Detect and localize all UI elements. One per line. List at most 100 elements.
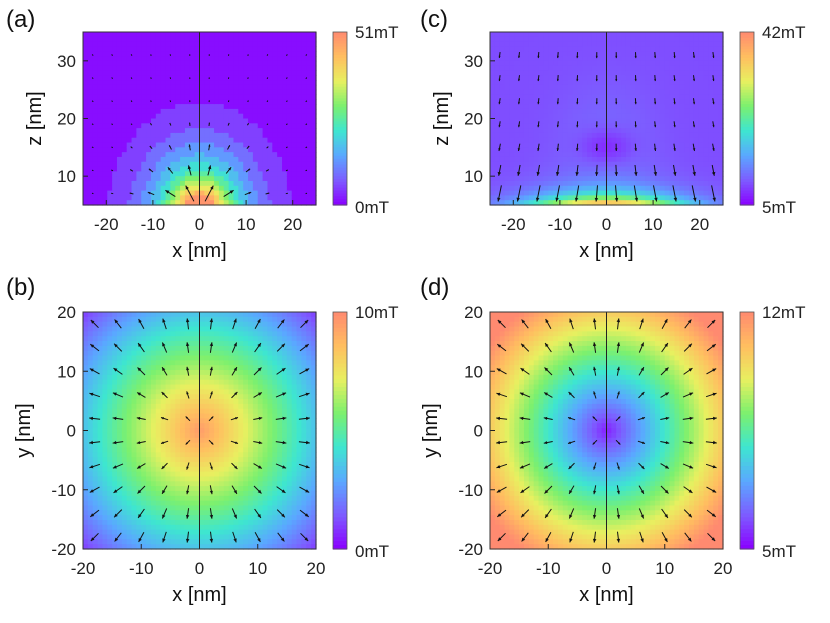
heat-cell xyxy=(621,113,627,120)
heat-cell xyxy=(490,56,496,62)
heat-cell xyxy=(131,56,137,62)
heat-cell xyxy=(131,65,137,72)
heat-cell xyxy=(194,104,201,110)
heat-cell xyxy=(218,185,225,192)
heat-cell xyxy=(243,123,249,129)
heat-cell xyxy=(514,166,520,172)
heat-cell xyxy=(165,539,171,545)
heat-cell xyxy=(83,132,89,139)
heat-cell xyxy=(92,132,99,139)
arrow-head xyxy=(170,77,171,78)
heat-cell xyxy=(562,89,569,96)
heat-cell xyxy=(257,113,264,120)
heat-cell xyxy=(83,185,89,192)
heat-cell xyxy=(640,161,646,168)
heat-cell xyxy=(533,56,540,62)
heat-cell xyxy=(664,118,671,124)
heat-cell xyxy=(87,99,94,105)
heat-cell xyxy=(223,46,230,52)
heat-cell xyxy=(97,350,104,357)
heat-cell xyxy=(679,113,685,120)
heat-cell xyxy=(121,539,128,545)
arrow-head xyxy=(537,148,540,151)
heat-cell xyxy=(538,123,544,129)
colorbar-segment xyxy=(740,109,754,114)
heat-cell xyxy=(311,89,317,96)
heat-cell xyxy=(150,524,157,531)
heat-cell xyxy=(659,108,666,115)
heat-cell xyxy=(160,65,167,72)
arrow-head xyxy=(497,197,501,202)
heat-cell xyxy=(582,32,588,38)
heat-cell xyxy=(248,65,254,72)
heat-cell xyxy=(252,65,259,72)
heat-cell xyxy=(248,80,254,86)
heat-cell xyxy=(83,384,89,390)
heat-cell xyxy=(223,94,230,100)
heat-cell xyxy=(621,190,627,196)
heat-cell xyxy=(189,171,196,177)
arrow-head xyxy=(576,102,579,105)
heat-cell xyxy=(664,65,671,72)
heat-cell xyxy=(553,65,559,72)
arrow-head xyxy=(111,170,112,171)
heat-cell xyxy=(528,128,535,134)
arrow-head xyxy=(516,197,520,202)
heat-cell xyxy=(87,524,94,531)
heat-cell xyxy=(146,321,152,328)
heat-cell xyxy=(572,137,578,144)
heat-cell xyxy=(92,539,99,545)
heat-cell xyxy=(718,41,724,48)
heat-cell xyxy=(684,36,690,43)
heat-cell xyxy=(311,185,317,192)
heat-cell xyxy=(277,89,283,96)
colorbar-segment xyxy=(740,92,754,97)
heat-cell xyxy=(635,142,642,148)
colorbar-segment xyxy=(333,69,347,73)
heat-cell xyxy=(160,336,167,342)
heat-cell xyxy=(533,46,540,52)
heat-cell xyxy=(262,46,269,52)
heat-cell xyxy=(718,137,724,144)
heat-cell xyxy=(272,89,278,96)
heat-cell xyxy=(180,118,186,124)
arrow-head xyxy=(518,78,521,82)
heat-cell xyxy=(170,379,176,386)
heat-cell xyxy=(519,80,525,86)
heat-cell xyxy=(184,200,191,206)
heat-cell xyxy=(97,137,104,144)
colorbar-segment xyxy=(740,66,754,71)
heat-cell xyxy=(655,113,661,120)
heat-cell xyxy=(262,80,269,86)
colorbar-segment xyxy=(333,52,347,56)
heat-cell xyxy=(175,316,181,323)
heat-cell xyxy=(301,99,307,105)
heat-cell xyxy=(87,539,94,545)
heat-cell xyxy=(141,519,147,526)
heat-cell xyxy=(107,70,113,76)
heat-cell xyxy=(243,166,249,172)
heat-cell xyxy=(116,118,123,124)
heat-cell xyxy=(291,118,298,124)
heat-cell xyxy=(141,379,147,386)
heat-cell xyxy=(655,32,661,38)
heat-cell xyxy=(693,118,700,124)
heat-cell xyxy=(509,171,515,177)
heat-cell xyxy=(102,447,108,453)
heat-cell xyxy=(679,180,685,187)
heat-cell xyxy=(107,336,113,342)
heat-cell xyxy=(708,123,714,129)
heat-cell xyxy=(116,142,123,148)
heat-cell xyxy=(296,147,303,153)
heat-cell xyxy=(150,70,157,76)
heat-cell xyxy=(650,128,656,134)
heat-cell xyxy=(223,142,230,148)
heat-cell xyxy=(645,195,651,201)
heat-cell xyxy=(126,200,133,206)
heat-cell xyxy=(155,161,162,168)
heat-cell xyxy=(689,94,695,100)
heat-cell xyxy=(630,56,637,62)
heat-cell xyxy=(218,94,225,100)
heat-cell xyxy=(645,171,651,177)
heat-cell xyxy=(533,41,540,48)
